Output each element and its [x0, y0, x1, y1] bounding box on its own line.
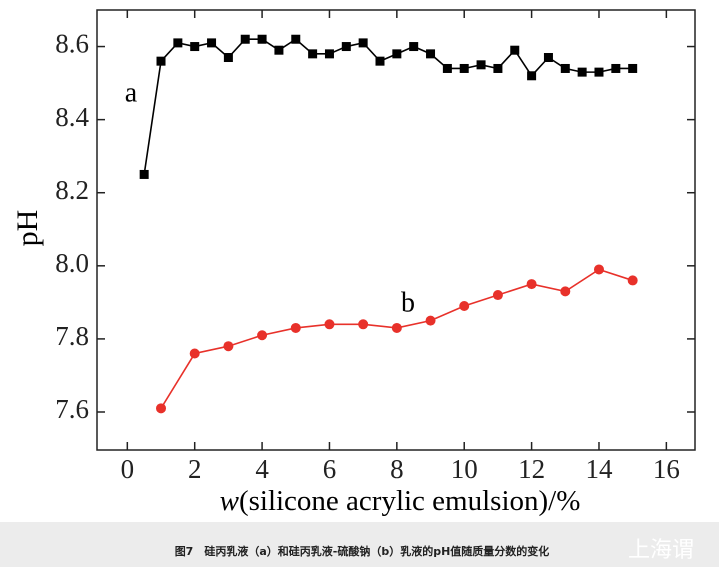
y-axis-label: pH: [11, 210, 44, 247]
x-tick-label: 16: [653, 454, 680, 484]
marker: [526, 279, 537, 290]
marker: [291, 34, 301, 44]
marker: [173, 38, 183, 48]
marker: [324, 49, 334, 59]
marker: [341, 42, 351, 52]
marker: [391, 322, 402, 333]
marker: [628, 63, 638, 73]
y-tick-label: 7.6: [55, 394, 89, 424]
x-tick-label: 4: [255, 454, 269, 484]
marker: [442, 63, 452, 73]
marker: [593, 264, 604, 275]
marker: [426, 49, 436, 59]
marker: [425, 315, 436, 326]
x-tick-label: 0: [121, 454, 135, 484]
marker: [274, 45, 284, 55]
x-tick-label: 14: [585, 454, 613, 484]
y-tick-label: 8.2: [55, 175, 89, 205]
marker: [527, 71, 537, 81]
caption-band: [0, 522, 719, 567]
marker: [240, 34, 250, 44]
y-tick-label: 8.6: [55, 29, 89, 59]
marker: [459, 301, 470, 312]
y-tick-label: 7.8: [55, 321, 89, 351]
marker: [493, 63, 503, 73]
marker: [627, 275, 638, 286]
watermark: 上海谓: [628, 538, 694, 563]
y-tick-label: 8.0: [55, 248, 89, 278]
marker: [207, 38, 217, 48]
marker: [560, 286, 571, 297]
marker: [577, 67, 587, 77]
marker: [189, 348, 200, 359]
caption: 图7 硅丙乳液（a）和硅丙乳液-硫酸钠（b）乳液的pH值随质量分数的变化: [175, 544, 550, 558]
annotation: b: [401, 287, 415, 318]
y-tick-label: 8.4: [55, 102, 89, 132]
marker: [375, 56, 385, 66]
marker: [476, 60, 486, 70]
x-axis-variable: w: [220, 485, 240, 517]
marker: [139, 169, 149, 179]
marker: [156, 403, 167, 414]
x-tick-label: 2: [188, 454, 202, 484]
x-axis-text: (silicone acrylic emulsion)/%: [239, 485, 580, 517]
marker: [392, 49, 402, 59]
marker: [510, 45, 520, 55]
marker: [611, 63, 621, 73]
marker: [290, 322, 301, 333]
marker: [358, 319, 369, 330]
marker: [324, 319, 335, 330]
marker: [409, 42, 419, 52]
marker: [223, 53, 233, 63]
marker: [308, 49, 318, 59]
x-axis-label: w(silicone acrylic emulsion)/%: [220, 485, 581, 517]
marker: [459, 63, 469, 73]
series-line: [143, 38, 633, 175]
marker: [358, 38, 368, 48]
marker: [492, 290, 503, 301]
marker: [594, 67, 604, 77]
marker: [543, 53, 553, 63]
marker: [257, 34, 267, 44]
marker: [257, 330, 268, 341]
x-tick-label: 6: [323, 454, 337, 484]
x-tick-label: 8: [390, 454, 404, 484]
marker: [560, 63, 570, 73]
plot-frame: [96, 9, 696, 451]
marker: [223, 341, 234, 352]
marker: [190, 42, 200, 52]
annotation: a: [125, 77, 138, 108]
x-tick-label: 12: [518, 454, 545, 484]
marker: [156, 56, 166, 66]
x-tick-label: 10: [451, 454, 478, 484]
